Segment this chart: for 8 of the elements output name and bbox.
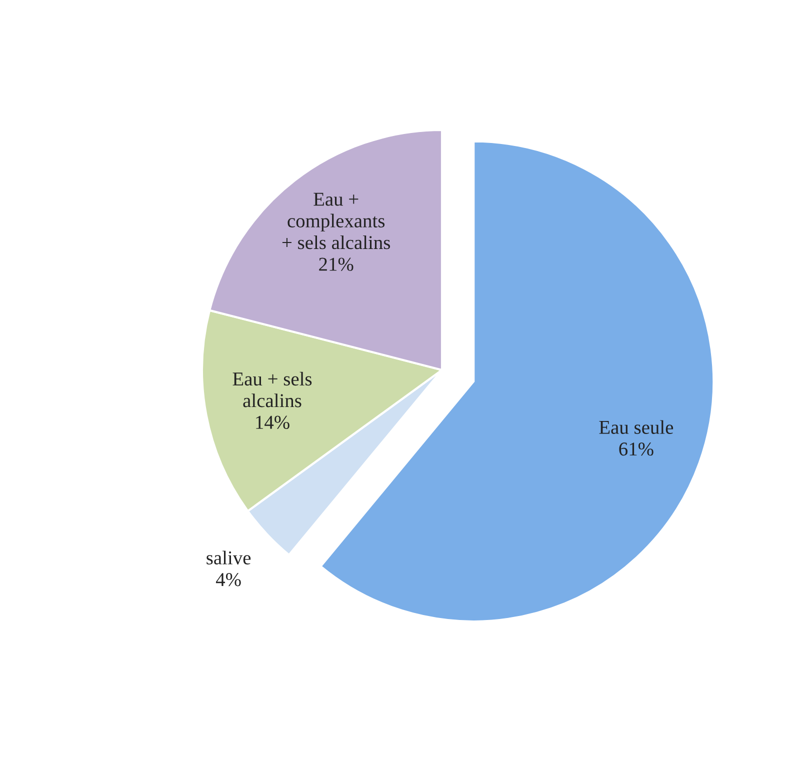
data-label: 14% [256, 416, 290, 429]
slice-label: Eau + sels alcalins [232, 372, 312, 408]
data-label: 21% [319, 258, 354, 271]
slice-label: Eau + complexants + sels alcalins [282, 192, 390, 250]
data-label: 4% [216, 573, 241, 586]
slice-label: Eau seule [599, 420, 674, 434]
slice-label: salive [206, 550, 251, 564]
data-label: 61% [619, 442, 654, 456]
